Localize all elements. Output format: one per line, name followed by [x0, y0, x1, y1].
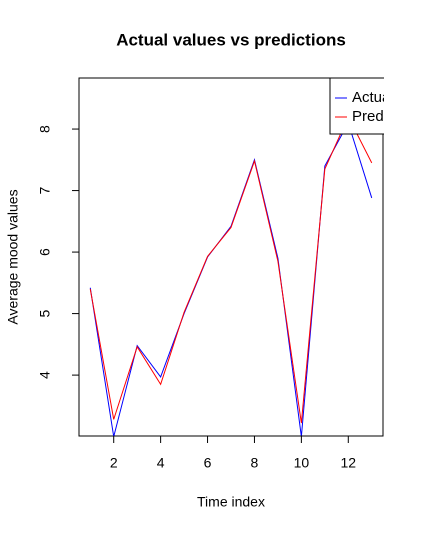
- x-axis-label: Time index: [197, 494, 265, 510]
- y-axis-label: Average mood values: [5, 189, 21, 324]
- y-tick-label: 4: [37, 371, 53, 379]
- plot-area: [89, 115, 373, 436]
- x-tick-label: 4: [157, 455, 165, 471]
- y-tick-label: 8: [37, 125, 53, 133]
- series-line: [89, 121, 373, 436]
- x-tick-label: 6: [204, 455, 212, 471]
- chart-title: Actual values vs predictions: [116, 30, 346, 49]
- legend-label: Predicted: [352, 108, 415, 125]
- x-tick-label: 2: [110, 455, 118, 471]
- legend-label: Actual: [352, 89, 394, 106]
- legend: Actual Predicted: [329, 77, 415, 135]
- legend-box: [329, 77, 384, 135]
- y-tick-label: 7: [37, 186, 53, 194]
- series-line: [89, 115, 373, 424]
- x-tick-label: 10: [294, 455, 310, 471]
- x-tick-label: 8: [251, 455, 259, 471]
- y-tick-label: 5: [37, 309, 53, 317]
- y-tick-label: 6: [37, 248, 53, 256]
- x-tick-label: 12: [340, 455, 356, 471]
